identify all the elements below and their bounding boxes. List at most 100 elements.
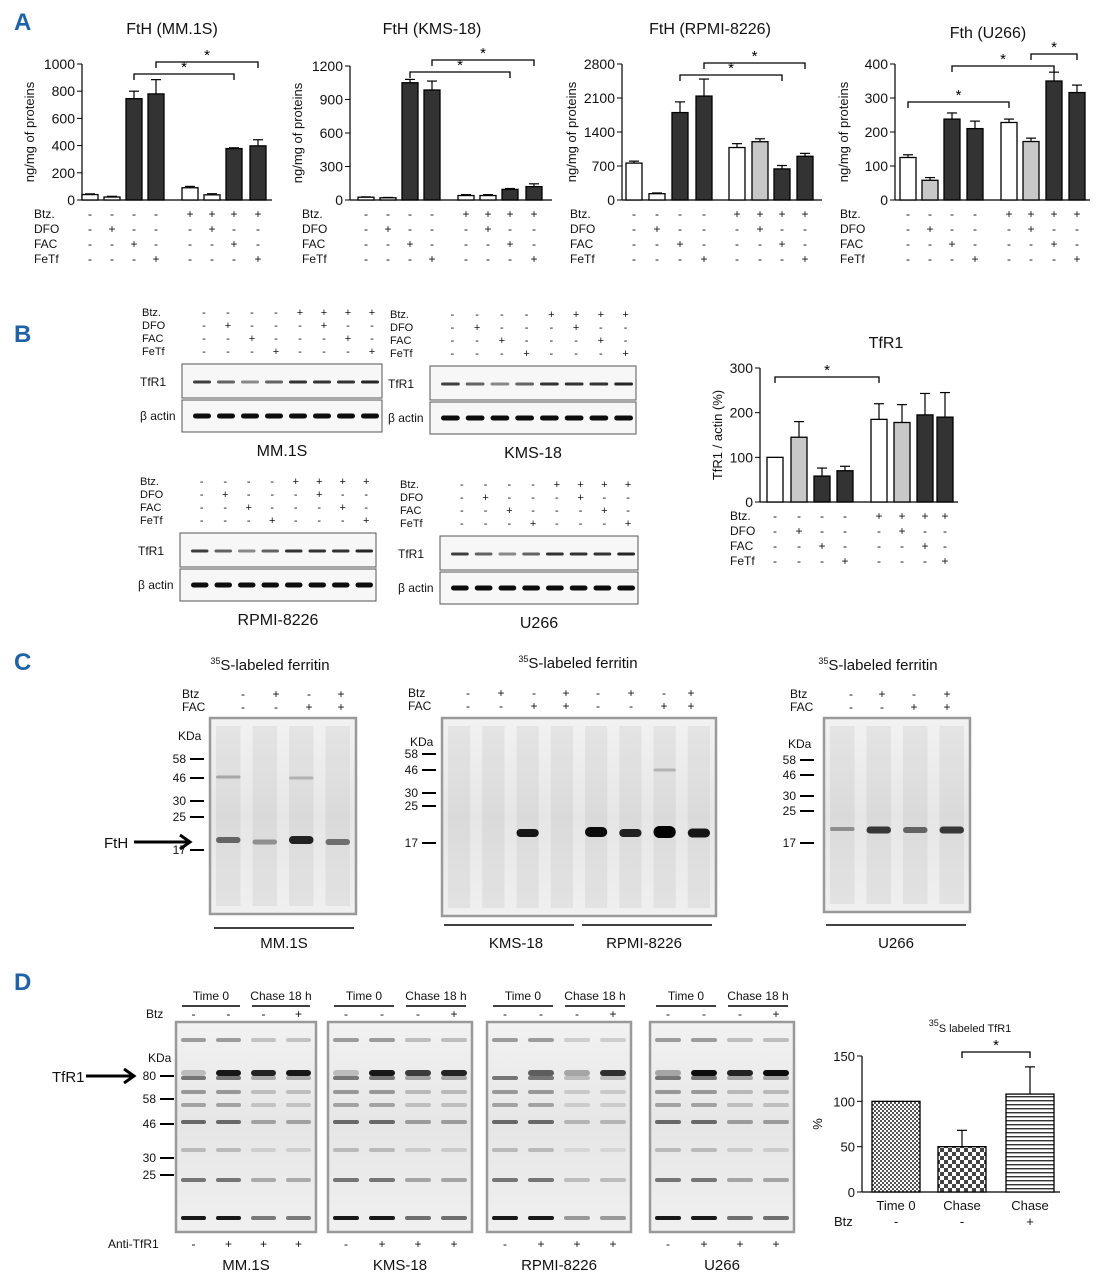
band xyxy=(474,585,493,591)
sign: - xyxy=(500,322,504,334)
band xyxy=(540,415,559,421)
bar xyxy=(773,168,791,201)
gel-frame xyxy=(440,716,718,918)
sign: + xyxy=(254,207,261,221)
band xyxy=(251,1148,276,1152)
band xyxy=(286,1090,311,1094)
band xyxy=(181,1216,206,1220)
sign: - xyxy=(579,518,583,530)
sign: + xyxy=(1050,237,1057,251)
sign: - xyxy=(226,307,230,319)
sign: + xyxy=(499,335,505,347)
sign: - xyxy=(797,554,801,568)
band xyxy=(251,1120,276,1124)
bar xyxy=(937,1146,987,1193)
gel-d-mm1s: Time 0 Chase 18 h - - - + - + + + MM.1S xyxy=(174,989,318,1274)
bar xyxy=(357,196,375,201)
sign: - xyxy=(758,252,762,266)
sign: - xyxy=(531,505,535,517)
tfr1-band xyxy=(405,1070,431,1076)
y-tick-label: 900 xyxy=(320,92,344,108)
marker-label: 58 xyxy=(405,747,419,761)
row-label-dfo: DFO xyxy=(400,492,424,504)
y-tick-label: 1400 xyxy=(584,124,615,140)
y-tick-label: 600 xyxy=(52,110,76,126)
significance-star: * xyxy=(956,87,962,104)
gel-d-rpmi: Time 0 Chase 18 h - - - + - + + + RPMI-8226 xyxy=(485,989,633,1274)
chart-title: FtH (MM.1S) xyxy=(126,21,218,38)
lane-smear xyxy=(585,726,608,908)
tfr1-label: TfR1 xyxy=(398,547,424,561)
sign: - xyxy=(923,524,927,538)
band xyxy=(333,1178,359,1182)
sign: - xyxy=(317,515,321,527)
band xyxy=(251,1216,276,1220)
band xyxy=(528,1090,554,1094)
bar xyxy=(625,162,643,201)
sign: - xyxy=(232,252,236,266)
cell-line-label: KMS-18 xyxy=(489,935,543,952)
sign: - xyxy=(464,222,468,236)
band xyxy=(441,1103,467,1107)
band xyxy=(451,552,469,556)
sign: + xyxy=(627,686,634,700)
sign: - xyxy=(843,524,847,538)
band xyxy=(289,836,314,844)
band xyxy=(492,1216,518,1220)
row-label-fetf: FeTf xyxy=(142,346,166,358)
btz-sign: - xyxy=(380,1007,384,1021)
tfr1-label: TfR1 xyxy=(140,375,166,389)
sign: - xyxy=(364,502,368,514)
row-label-fac: FAC xyxy=(790,700,814,714)
bar xyxy=(525,185,543,201)
sign: - xyxy=(294,489,298,501)
anti-sign: + xyxy=(260,1237,267,1251)
sign: + xyxy=(321,320,327,332)
band xyxy=(286,1120,311,1124)
band xyxy=(655,1076,681,1080)
band xyxy=(691,1148,717,1152)
bar xyxy=(813,475,831,503)
sign: - xyxy=(550,322,554,334)
sign: - xyxy=(550,335,554,347)
y-tick-label: 300 xyxy=(320,159,344,175)
sign: + xyxy=(577,479,583,491)
band xyxy=(727,1076,753,1080)
sign: - xyxy=(906,252,910,266)
gel-frame xyxy=(648,1020,796,1234)
row-label-btz: Btz. xyxy=(142,307,161,319)
bar xyxy=(790,436,808,503)
band xyxy=(564,1076,590,1080)
band xyxy=(216,1038,241,1042)
band xyxy=(441,1076,467,1080)
lane-smear xyxy=(939,726,964,904)
sign: - xyxy=(603,518,607,530)
band xyxy=(727,1178,753,1182)
band xyxy=(181,1103,206,1107)
sign: + xyxy=(497,686,504,700)
significance-star: * xyxy=(752,48,758,65)
sign: - xyxy=(943,539,947,553)
band xyxy=(333,1090,359,1094)
sign: - xyxy=(508,492,512,504)
row-label-btz: Btz xyxy=(146,1007,163,1021)
band xyxy=(564,1148,590,1152)
band xyxy=(546,552,564,556)
cell-line-label: RPMI-8226 xyxy=(521,1257,597,1274)
band xyxy=(333,1076,359,1080)
row-label-btz: Btz xyxy=(790,687,807,701)
sign: - xyxy=(803,237,807,251)
band xyxy=(600,1148,626,1152)
sign: + xyxy=(305,700,312,714)
band xyxy=(691,1076,717,1080)
sign: - xyxy=(408,222,412,236)
sign: + xyxy=(506,505,512,517)
sign: - xyxy=(735,222,739,236)
significance-bracket xyxy=(155,61,259,68)
band xyxy=(355,582,373,588)
sign: - xyxy=(270,476,274,488)
sign: - xyxy=(877,524,881,538)
sign: + xyxy=(941,554,948,568)
bar xyxy=(648,193,666,201)
row-label-dfo: DFO xyxy=(840,222,865,236)
